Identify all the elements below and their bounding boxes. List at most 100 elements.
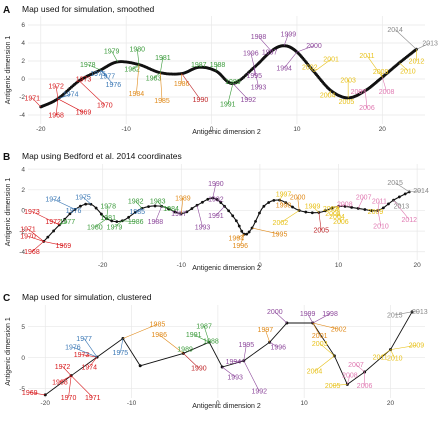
trajectory-point: [185, 210, 189, 214]
year-connector: [32, 97, 42, 108]
year-connector: [296, 45, 315, 53]
year-label: 1974: [81, 364, 97, 371]
year-label: 1994: [229, 236, 245, 243]
year-connector: [160, 57, 164, 73]
year-connector: [357, 196, 364, 209]
y-tick-label: -4: [19, 249, 25, 256]
year-connector: [106, 206, 109, 219]
year-label: 2003: [323, 206, 339, 213]
year-connector: [416, 42, 431, 50]
year-label: 2010: [387, 356, 403, 363]
trajectory-point: [215, 198, 219, 201]
year-label: 1993: [251, 85, 267, 92]
year-connector: [122, 323, 158, 339]
year-label: 1995: [246, 73, 262, 80]
trajectory-point: [110, 219, 114, 223]
year-connector: [157, 200, 162, 207]
year-label: 2012: [401, 217, 417, 224]
panel-letter: A: [3, 5, 10, 16]
year-label: 1968: [48, 112, 64, 119]
trajectory-point: [387, 202, 390, 206]
year-label: 1970: [61, 395, 77, 402]
y-axis-title: Antigenic dimension 1: [5, 178, 12, 247]
plot-area: [28, 164, 425, 260]
year-label: 2004: [307, 369, 323, 376]
year-connector: [330, 206, 339, 209]
year-connector: [409, 190, 422, 193]
year-connector: [161, 206, 172, 209]
y-tick-label: 4: [21, 166, 25, 173]
trajectory-point: [356, 206, 360, 210]
year-label: 2010: [373, 223, 389, 230]
year-label: 1990: [208, 181, 224, 188]
year-label: 1997: [262, 49, 278, 56]
year-connector: [203, 325, 210, 343]
year-connector: [136, 64, 140, 94]
y-tick-label: 6: [21, 22, 25, 29]
year-label: 1991: [220, 102, 236, 109]
year-connector: [283, 33, 289, 46]
year-label: 1975: [113, 350, 129, 357]
year-connector: [377, 210, 382, 226]
year-connector: [377, 201, 380, 211]
x-tick-label: 20: [414, 262, 422, 269]
year-label: 2007: [356, 194, 372, 201]
year-connector: [135, 200, 143, 209]
year-connector: [55, 98, 59, 116]
year-label: 1978: [100, 204, 116, 211]
trajectory-point: [234, 219, 238, 223]
year-label: 2005: [339, 99, 355, 106]
plot-area: [28, 16, 425, 124]
trajectory-point: [304, 210, 308, 214]
trajectory-point: [240, 229, 244, 233]
year-label: 2004: [329, 214, 345, 221]
year-label: 1969: [76, 110, 92, 117]
year-label: 2008: [342, 372, 358, 379]
year-connector: [319, 343, 335, 357]
year-label: 1969: [22, 390, 38, 397]
year-connector: [233, 360, 244, 362]
x-tick-label: 0: [210, 126, 214, 133]
year-label: 2002: [302, 65, 318, 72]
trajectory-point: [127, 215, 130, 219]
year-connector: [79, 80, 106, 106]
trajectory-point: [190, 207, 194, 210]
year-label: 1985: [154, 98, 170, 105]
year-label: 1994: [276, 66, 292, 73]
year-label: 2015: [387, 312, 403, 319]
year-label: 1997: [276, 191, 292, 198]
year-label: 2014: [387, 27, 403, 34]
year-label: 2011: [373, 354, 388, 361]
year-connector: [347, 374, 351, 385]
year-connector: [253, 67, 259, 88]
y-tick-label: 5: [21, 324, 25, 331]
year-connector: [283, 51, 298, 69]
year-label: 2002: [273, 220, 289, 227]
year-label: 2006: [333, 219, 349, 226]
trajectory-point: [403, 192, 407, 196]
year-label: 1992: [240, 97, 256, 104]
year-connector: [279, 193, 284, 201]
year-label: 1973: [74, 352, 90, 359]
year-label: 1993: [195, 224, 211, 231]
year-connector: [243, 360, 260, 392]
year-connector: [314, 355, 335, 372]
trajectory-point: [237, 224, 241, 228]
y-tick-label: -5: [19, 386, 25, 393]
year-label: 2008: [379, 89, 395, 96]
year-connector: [280, 210, 300, 224]
year-label: 1977: [60, 219, 76, 226]
year-label: 1978: [80, 62, 96, 69]
year-label: 1992: [252, 389, 268, 396]
x-tick-label: 0: [216, 400, 220, 407]
y-tick-label: -4: [19, 112, 25, 119]
year-connector: [59, 221, 68, 226]
trajectory-point: [46, 235, 50, 239]
trajectory-point: [206, 197, 210, 201]
trajectory-point: [227, 209, 231, 213]
year-connector: [62, 366, 72, 376]
trajectory-point: [231, 214, 235, 218]
year-label: 2000: [290, 194, 306, 201]
year-connector: [183, 353, 200, 369]
year-connector: [193, 334, 210, 343]
